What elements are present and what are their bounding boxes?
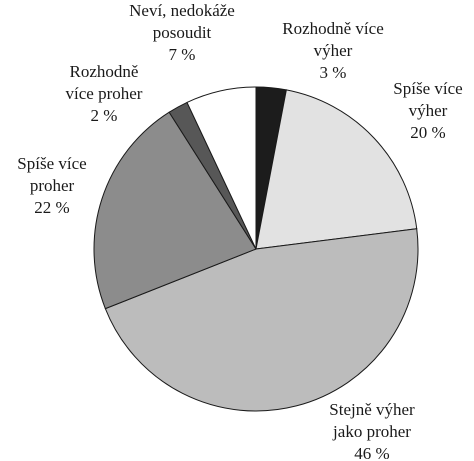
pie-slice xyxy=(93,111,257,310)
value-label: 22 % xyxy=(34,198,69,217)
pie-slice xyxy=(186,86,257,250)
slice-label: Rozhodně xyxy=(70,62,139,81)
slice-label: výher xyxy=(409,101,448,120)
slice-label: Spíše více xyxy=(17,154,86,173)
slice-label: výher xyxy=(314,41,353,60)
slice-label: Spíše více xyxy=(393,79,462,98)
slice-label: jako proher xyxy=(332,422,411,441)
slice-label: více proher xyxy=(66,84,143,103)
value-label: 46 % xyxy=(354,444,389,461)
slice-label: Rozhodně více xyxy=(282,19,384,38)
slice-label: Neví, nedokáže xyxy=(129,1,235,20)
pie-slice xyxy=(255,89,418,250)
slice-label: Stejně výher xyxy=(329,400,415,419)
value-label: 3 % xyxy=(320,63,347,82)
value-label: 20 % xyxy=(410,123,445,142)
slice-label: posoudit xyxy=(153,23,212,42)
value-label: 2 % xyxy=(91,106,118,125)
value-label: 7 % xyxy=(169,45,196,64)
slice-label: proher xyxy=(30,176,75,195)
pie-slice xyxy=(104,228,419,412)
